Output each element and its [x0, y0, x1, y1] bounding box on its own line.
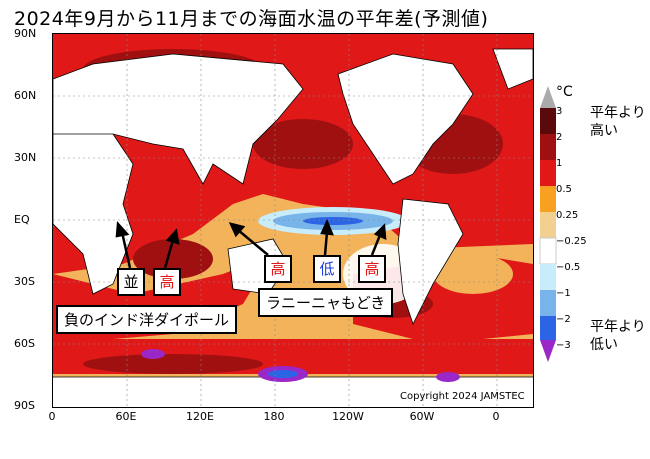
colorbar-tick: −0.25 [556, 236, 587, 247]
colorbar-tick: −3 [556, 340, 571, 351]
label-high-west-pacific: 高 [264, 255, 292, 283]
colorbar-tick: 0.25 [556, 210, 579, 221]
sst-anomaly-map [52, 33, 534, 408]
colorbar-tick: 3 [556, 106, 563, 117]
label-low-central-pacific: 低 [313, 255, 341, 283]
colorbar-tick: 2 [556, 132, 563, 143]
map-title: 2024年9月から11月までの海面水温の平年差(予測値) [14, 8, 489, 30]
label-nami: 並 [117, 268, 145, 296]
label-high-east-indian: 高 [153, 268, 181, 296]
lon-label-60w: 60W [409, 410, 435, 423]
lat-label-60n: 60N [14, 89, 37, 102]
colorbar-unit: °C [556, 84, 573, 100]
colorbar-tick: 1 [556, 158, 563, 169]
lat-label-eq: EQ [14, 213, 30, 226]
lat-label-90s: 90S [14, 399, 35, 412]
colorbar-tick: −2 [556, 314, 571, 325]
label-high-east-pacific: 高 [358, 255, 386, 283]
copyright-notice: Copyright 2024 JAMSTEC [400, 391, 525, 402]
lat-label-30n: 30N [14, 151, 37, 164]
label-negative-iod: 負のインド洋ダイポール [56, 305, 238, 334]
colorbar [539, 86, 557, 362]
lon-label-60e: 60E [115, 410, 137, 423]
colorbar-below-label: 平年より 低い [590, 319, 646, 353]
lon-label-120e: 120E [186, 410, 214, 423]
colorbar-above-label: 平年より 高い [590, 105, 646, 139]
colorbar-tick: −1 [556, 288, 571, 299]
lon-label-0: 0 [48, 410, 56, 423]
lat-label-90n: 90N [14, 27, 37, 40]
lat-label-30s: 30S [14, 275, 35, 288]
colorbar-tick: 0.5 [556, 184, 572, 195]
lon-label-180: 180 [263, 410, 285, 423]
lon-label-0-east: 0 [492, 410, 500, 423]
lon-label-120w: 120W [332, 410, 364, 423]
colorbar-tick: −0.5 [556, 262, 581, 273]
lat-label-60s: 60S [14, 337, 35, 350]
label-la-nina-modoki: ラニーニャもどき [258, 288, 394, 317]
